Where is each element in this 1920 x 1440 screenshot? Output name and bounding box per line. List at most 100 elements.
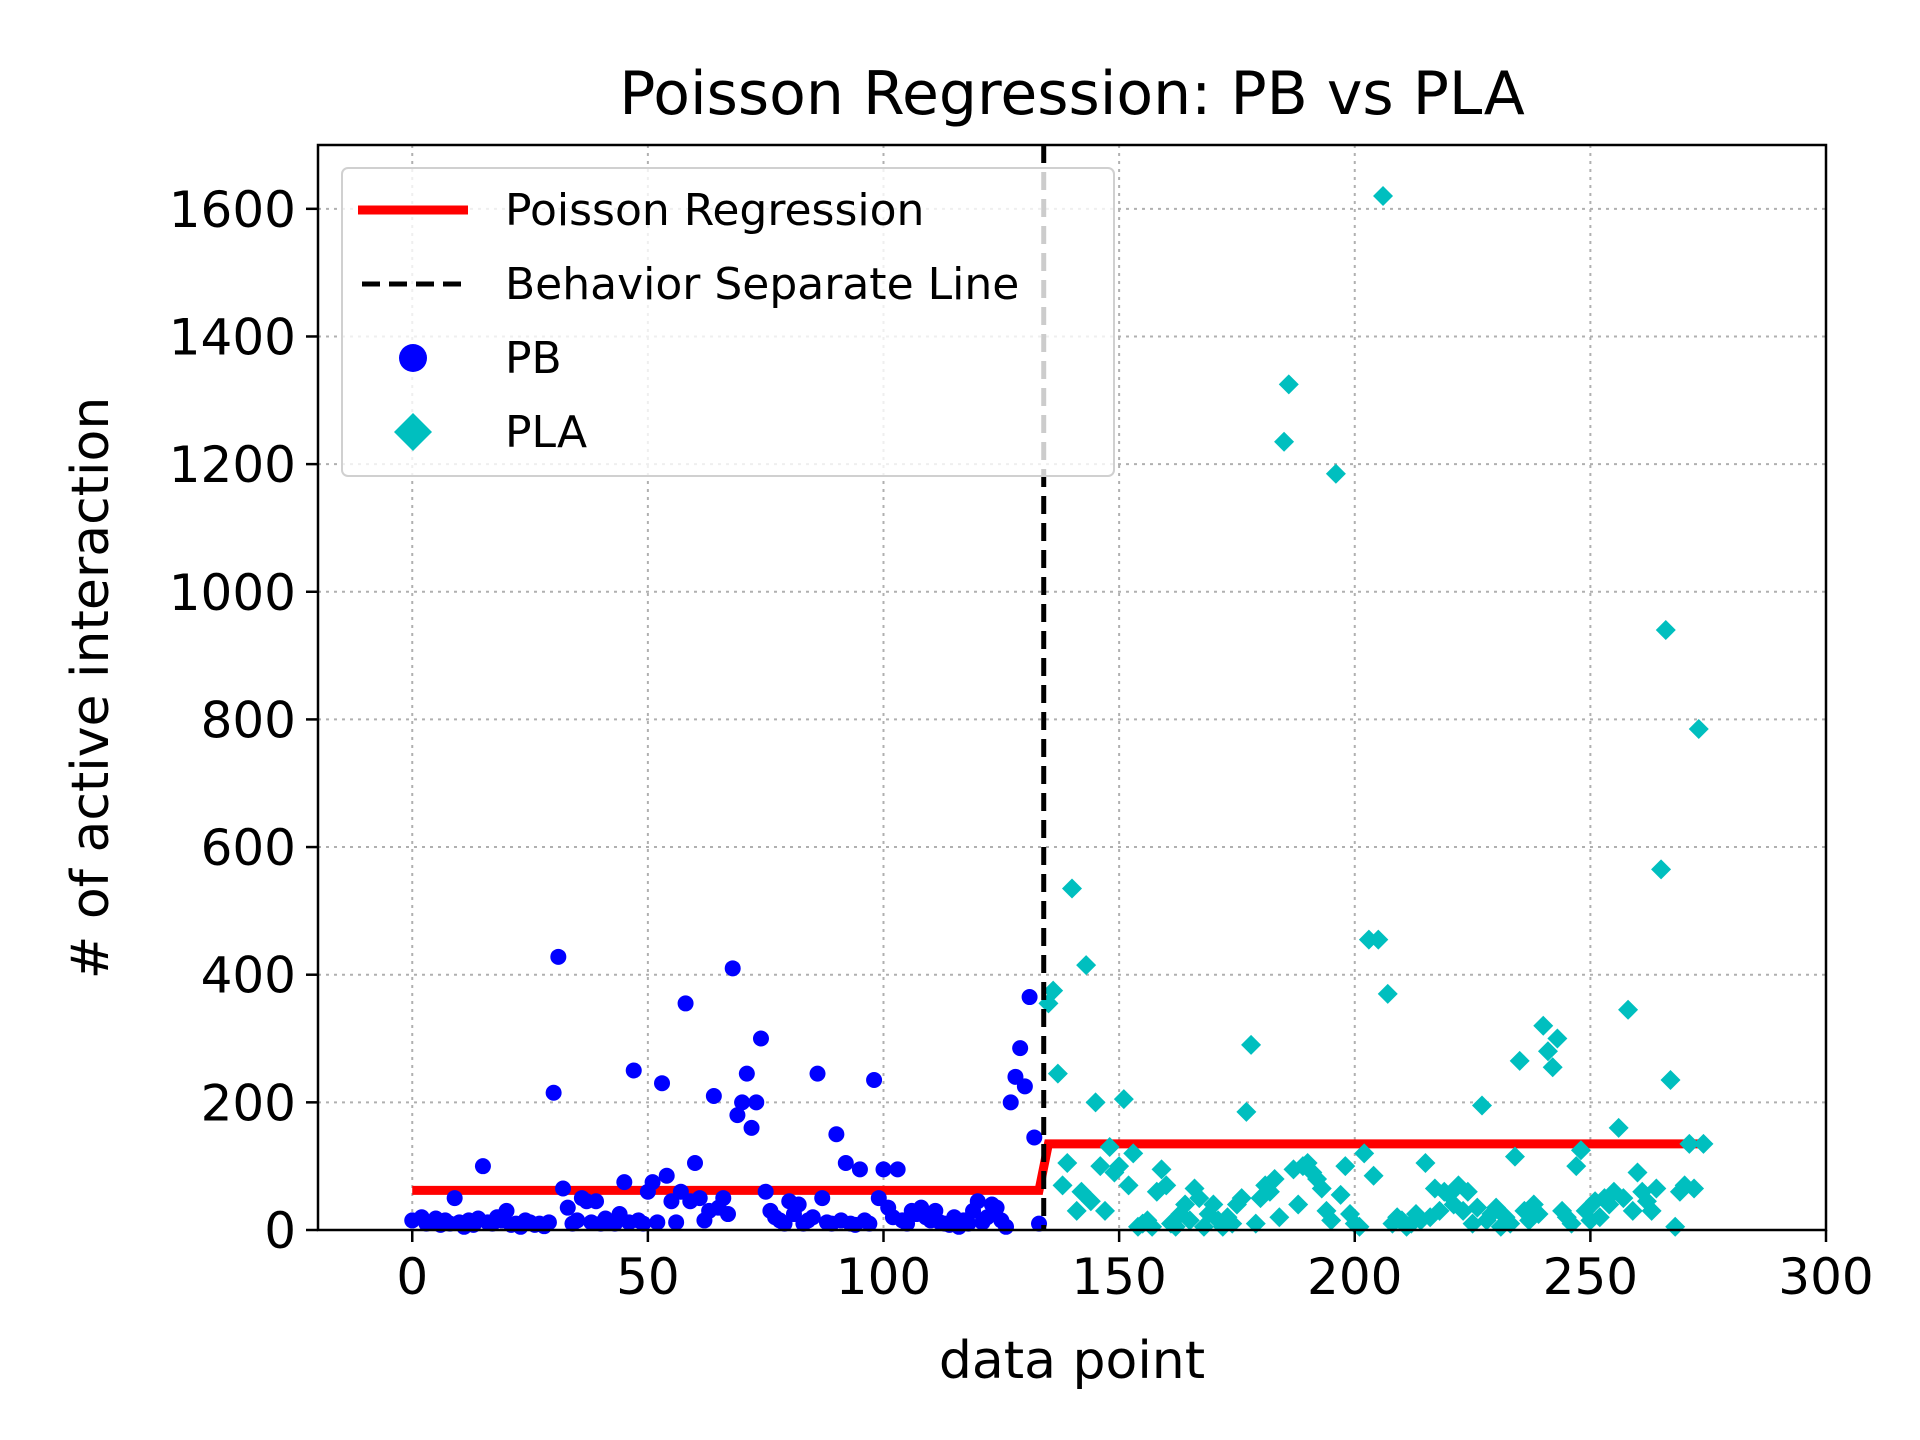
pla-point: [1156, 1175, 1177, 1196]
pla-point: [1613, 1188, 1634, 1209]
pb-point: [625, 1062, 642, 1079]
pb-point: [875, 1161, 892, 1178]
pla-point: [1085, 1092, 1106, 1113]
pla-point: [1151, 1159, 1172, 1180]
pb-point: [1012, 1040, 1029, 1057]
points-layer: [404, 186, 1714, 1237]
pb-point: [738, 1065, 755, 1082]
pla-point: [1142, 1216, 1163, 1237]
pla-point: [1269, 1207, 1290, 1228]
pb-point: [748, 1094, 765, 1111]
pb-point: [715, 1190, 732, 1207]
pla-point: [1373, 186, 1394, 207]
pla-point: [1453, 1200, 1474, 1221]
pb-point: [559, 1199, 576, 1216]
pla-point: [1321, 1210, 1342, 1231]
y-axis-label: # of active interaction: [61, 397, 121, 980]
pb-point: [724, 960, 741, 977]
y-tick-label: 1200: [169, 436, 296, 494]
pb-point: [837, 1154, 854, 1171]
pla-point: [1467, 1197, 1488, 1218]
pla-point: [1679, 1133, 1700, 1154]
pla-point: [1509, 1050, 1530, 1071]
pla-point: [1377, 983, 1398, 1004]
pla-point: [1245, 1213, 1266, 1234]
pla-point: [1660, 1070, 1681, 1091]
pla-point: [1094, 1200, 1115, 1221]
pla-point: [1043, 980, 1064, 1001]
x-tick-label: 0: [396, 1248, 428, 1306]
pla-point: [1429, 1200, 1450, 1221]
pb-point: [861, 1215, 878, 1232]
pb-point: [588, 1193, 605, 1210]
pb-point: [474, 1158, 491, 1175]
pla-point: [1241, 1034, 1262, 1055]
pb-point: [960, 1215, 977, 1232]
pb-point: [752, 1030, 769, 1047]
pb-point: [555, 1180, 572, 1197]
x-axis-ticks: 0 50 100 150 200 250 300: [396, 1230, 1874, 1306]
pla-point: [1175, 1194, 1196, 1215]
pb-point: [446, 1190, 463, 1207]
legend-label-pla: PLA: [505, 407, 587, 458]
pla-point: [1415, 1152, 1436, 1173]
pla-point: [1288, 1194, 1309, 1215]
pla-point: [1622, 1200, 1643, 1221]
pla-point: [1504, 1146, 1525, 1167]
pla-point: [1462, 1213, 1483, 1234]
legend-frame: [341, 167, 1115, 477]
pla-point: [1203, 1194, 1224, 1215]
pla-point: [1646, 1178, 1667, 1199]
pla-point: [1311, 1178, 1332, 1199]
pb-point: [687, 1154, 703, 1171]
pla-point: [1542, 1057, 1563, 1078]
pla-point: [1099, 1137, 1120, 1158]
pla-point: [1618, 999, 1639, 1020]
pla-point: [1641, 1200, 1662, 1221]
pb-point: [668, 1214, 685, 1231]
pb-point: [1021, 989, 1038, 1006]
pla-point: [1274, 431, 1295, 452]
pla-point: [1057, 1152, 1078, 1173]
pla-point: [1335, 1156, 1356, 1177]
y-tick-label: 0: [264, 1202, 296, 1260]
x-tick-label: 250: [1543, 1248, 1638, 1306]
x-tick-label: 300: [1778, 1248, 1873, 1306]
legend-pla-swatch: [394, 413, 432, 451]
pla-point: [1561, 1213, 1582, 1234]
x-axis-label: data point: [939, 1331, 1205, 1391]
pla-point: [1533, 1015, 1554, 1036]
pb-point: [498, 1202, 515, 1219]
pb-point: [998, 1218, 1015, 1235]
y-tick-label: 1400: [169, 308, 296, 366]
pla-point: [1076, 955, 1097, 976]
plot-frame: [316, 143, 1828, 1232]
pla-point: [1080, 1191, 1101, 1212]
x-tick-label: 150: [1071, 1248, 1166, 1306]
pb-point: [743, 1119, 760, 1136]
pb-point: [550, 948, 567, 965]
pla-point: [1189, 1188, 1210, 1209]
pla-point: [1608, 1117, 1629, 1138]
pla-point: [1665, 1216, 1686, 1237]
pb-point: [635, 1215, 652, 1232]
pla-point: [1052, 1175, 1073, 1196]
pla-point: [1688, 718, 1709, 739]
pb-point: [1016, 1078, 1033, 1095]
pla-point: [1457, 1181, 1478, 1202]
pb-point: [757, 1183, 774, 1200]
chart-title: Poisson Regression: PB vs PLA: [619, 59, 1525, 129]
pb-point: [866, 1072, 883, 1089]
pb-point: [658, 1167, 675, 1184]
pla-point: [1278, 374, 1299, 395]
y-tick-label: 800: [201, 691, 296, 749]
pb-point: [729, 1107, 746, 1124]
x-tick-label: 200: [1307, 1248, 1402, 1306]
pla-point: [1684, 1178, 1705, 1199]
pb-point: [828, 1126, 845, 1143]
pb-point: [649, 1214, 666, 1231]
pb-point: [691, 1190, 708, 1207]
pla-point: [1589, 1207, 1610, 1228]
pla-point: [1471, 1095, 1492, 1116]
